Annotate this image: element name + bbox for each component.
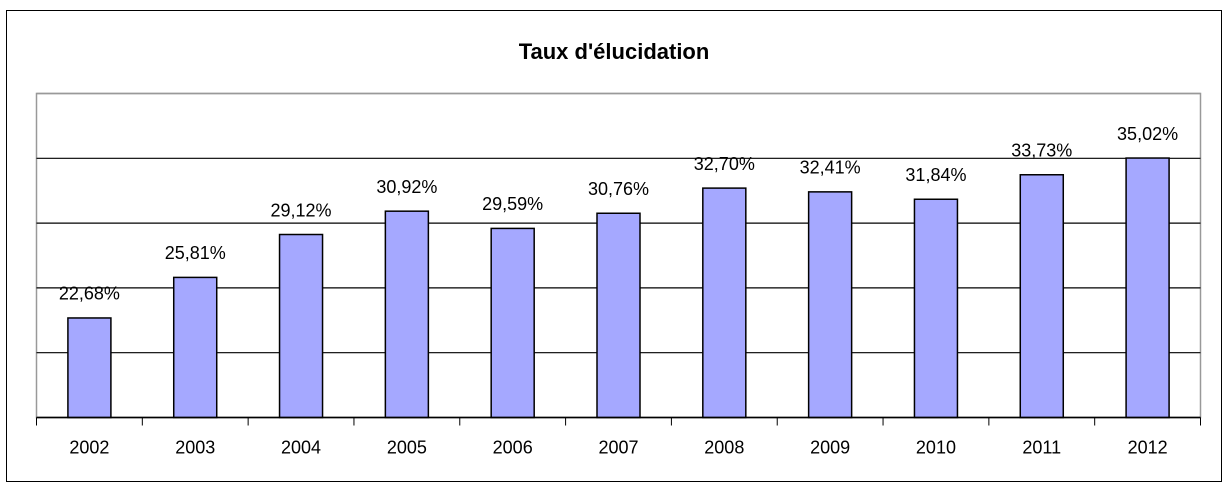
bar	[278, 233, 324, 419]
data-label: 31,84%	[905, 165, 966, 185]
data-label: 29,12%	[271, 200, 332, 220]
x-tick-label: 2012	[1128, 437, 1168, 457]
x-tick-label: 2010	[916, 437, 956, 457]
bar	[702, 187, 747, 419]
data-label: 30,76%	[588, 179, 649, 199]
x-tick-label: 2005	[387, 437, 427, 457]
x-tick-label: 2003	[175, 437, 215, 457]
x-tick-label: 2008	[704, 437, 744, 457]
bar	[490, 227, 535, 419]
bar	[172, 276, 218, 419]
data-label: 22,68%	[59, 284, 120, 304]
data-label: 25,81%	[165, 243, 226, 263]
bar	[807, 191, 853, 419]
bar	[1019, 174, 1065, 419]
bar	[596, 212, 641, 419]
bar	[1125, 157, 1170, 419]
bar	[913, 198, 959, 419]
x-tick-label: 2007	[598, 437, 638, 457]
x-tick-label: 2004	[281, 437, 321, 457]
data-label: 32,70%	[694, 154, 755, 174]
x-tick-label: 2002	[69, 437, 109, 457]
data-label: 32,41%	[800, 158, 861, 178]
x-tick-label: 2006	[493, 437, 533, 457]
chart-title: Taux d'élucidation	[519, 39, 710, 64]
data-label: 30,92%	[376, 177, 437, 197]
x-tick-label: 2011	[1022, 437, 1061, 457]
data-label: 35,02%	[1117, 124, 1178, 144]
data-label: 33,73%	[1011, 141, 1072, 161]
bar	[67, 317, 112, 419]
bar	[384, 210, 430, 419]
data-label: 29,59%	[482, 194, 543, 214]
x-tick-label: 2009	[810, 437, 850, 457]
